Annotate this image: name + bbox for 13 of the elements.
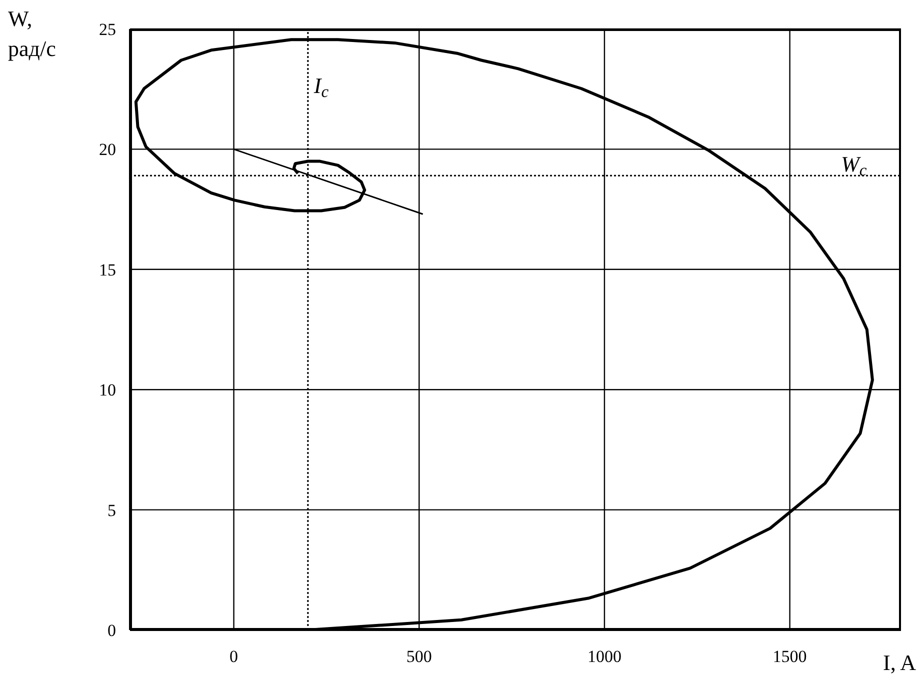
y-tick-label: 5 — [108, 500, 116, 520]
y-tick-label: 25 — [99, 20, 116, 40]
y-tick-label: 0 — [108, 621, 116, 640]
x-tick-label: 500 — [406, 647, 432, 666]
x-tick-label: 1500 — [772, 647, 807, 666]
y-tick-label: 15 — [99, 260, 116, 280]
x-tick-label: 0 — [230, 647, 238, 666]
y-tick-label: 20 — [99, 140, 116, 160]
x-axis-title: I, A — [883, 650, 916, 676]
y-tick-label: 10 — [99, 380, 116, 400]
ref-line-label: I$_{c}$ — [312, 73, 330, 102]
y-axis-title: W, рад/с — [8, 5, 57, 63]
x-tick-label: 1000 — [587, 647, 622, 666]
